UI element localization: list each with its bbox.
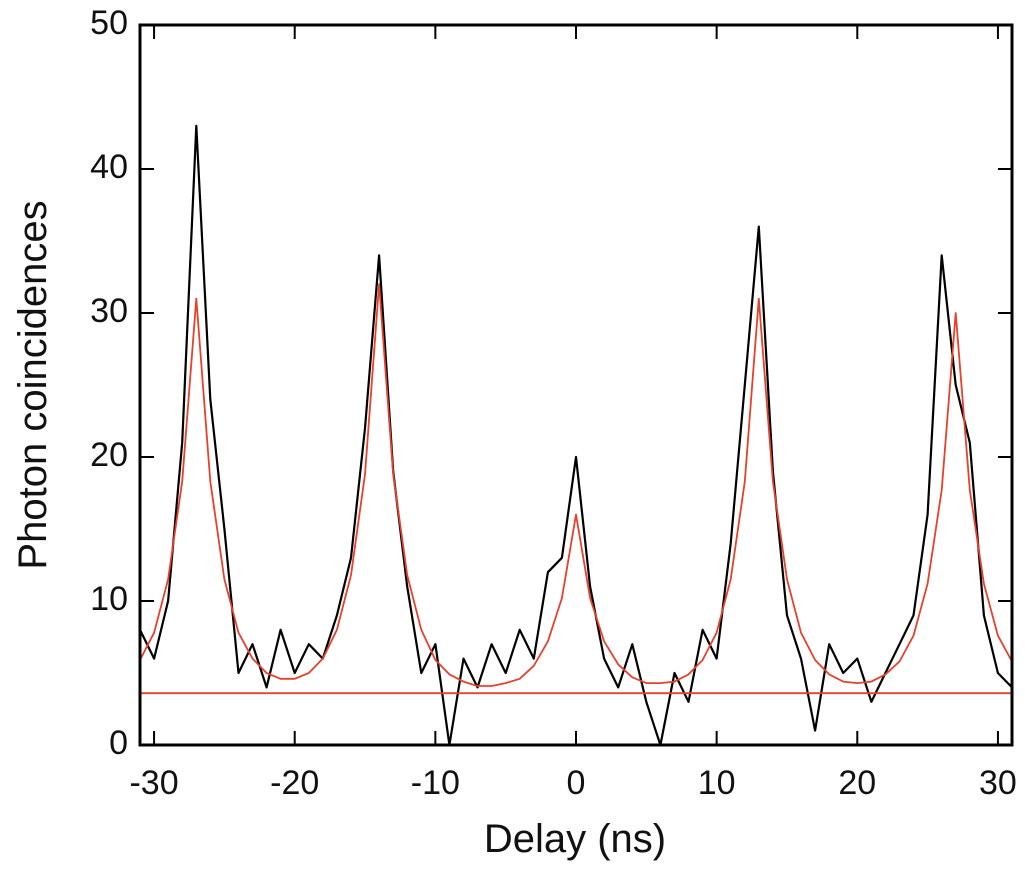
y-tick-label: 30 — [90, 292, 128, 330]
y-tick-label: 40 — [90, 148, 128, 186]
x-tick-label: -30 — [129, 764, 178, 802]
x-tick-label: 10 — [698, 764, 736, 802]
x-tick-label: 0 — [567, 764, 586, 802]
series-line — [139, 124, 1013, 747]
x-tick-label: -10 — [411, 764, 460, 802]
y-axis-label: Photon coincidences — [11, 200, 55, 569]
series-line — [139, 283, 1013, 687]
x-tick-label: 20 — [838, 764, 876, 802]
y-tick-label: 20 — [90, 436, 128, 474]
x-tick-label: -20 — [270, 764, 319, 802]
x-axis-label: Delay (ns) — [484, 817, 666, 861]
plot-frame — [138, 23, 1014, 747]
x-tick-label: 30 — [979, 764, 1017, 802]
y-tick-label: 0 — [109, 724, 128, 762]
y-tick-label: 10 — [90, 580, 128, 618]
y-tick-label: 50 — [90, 4, 128, 42]
